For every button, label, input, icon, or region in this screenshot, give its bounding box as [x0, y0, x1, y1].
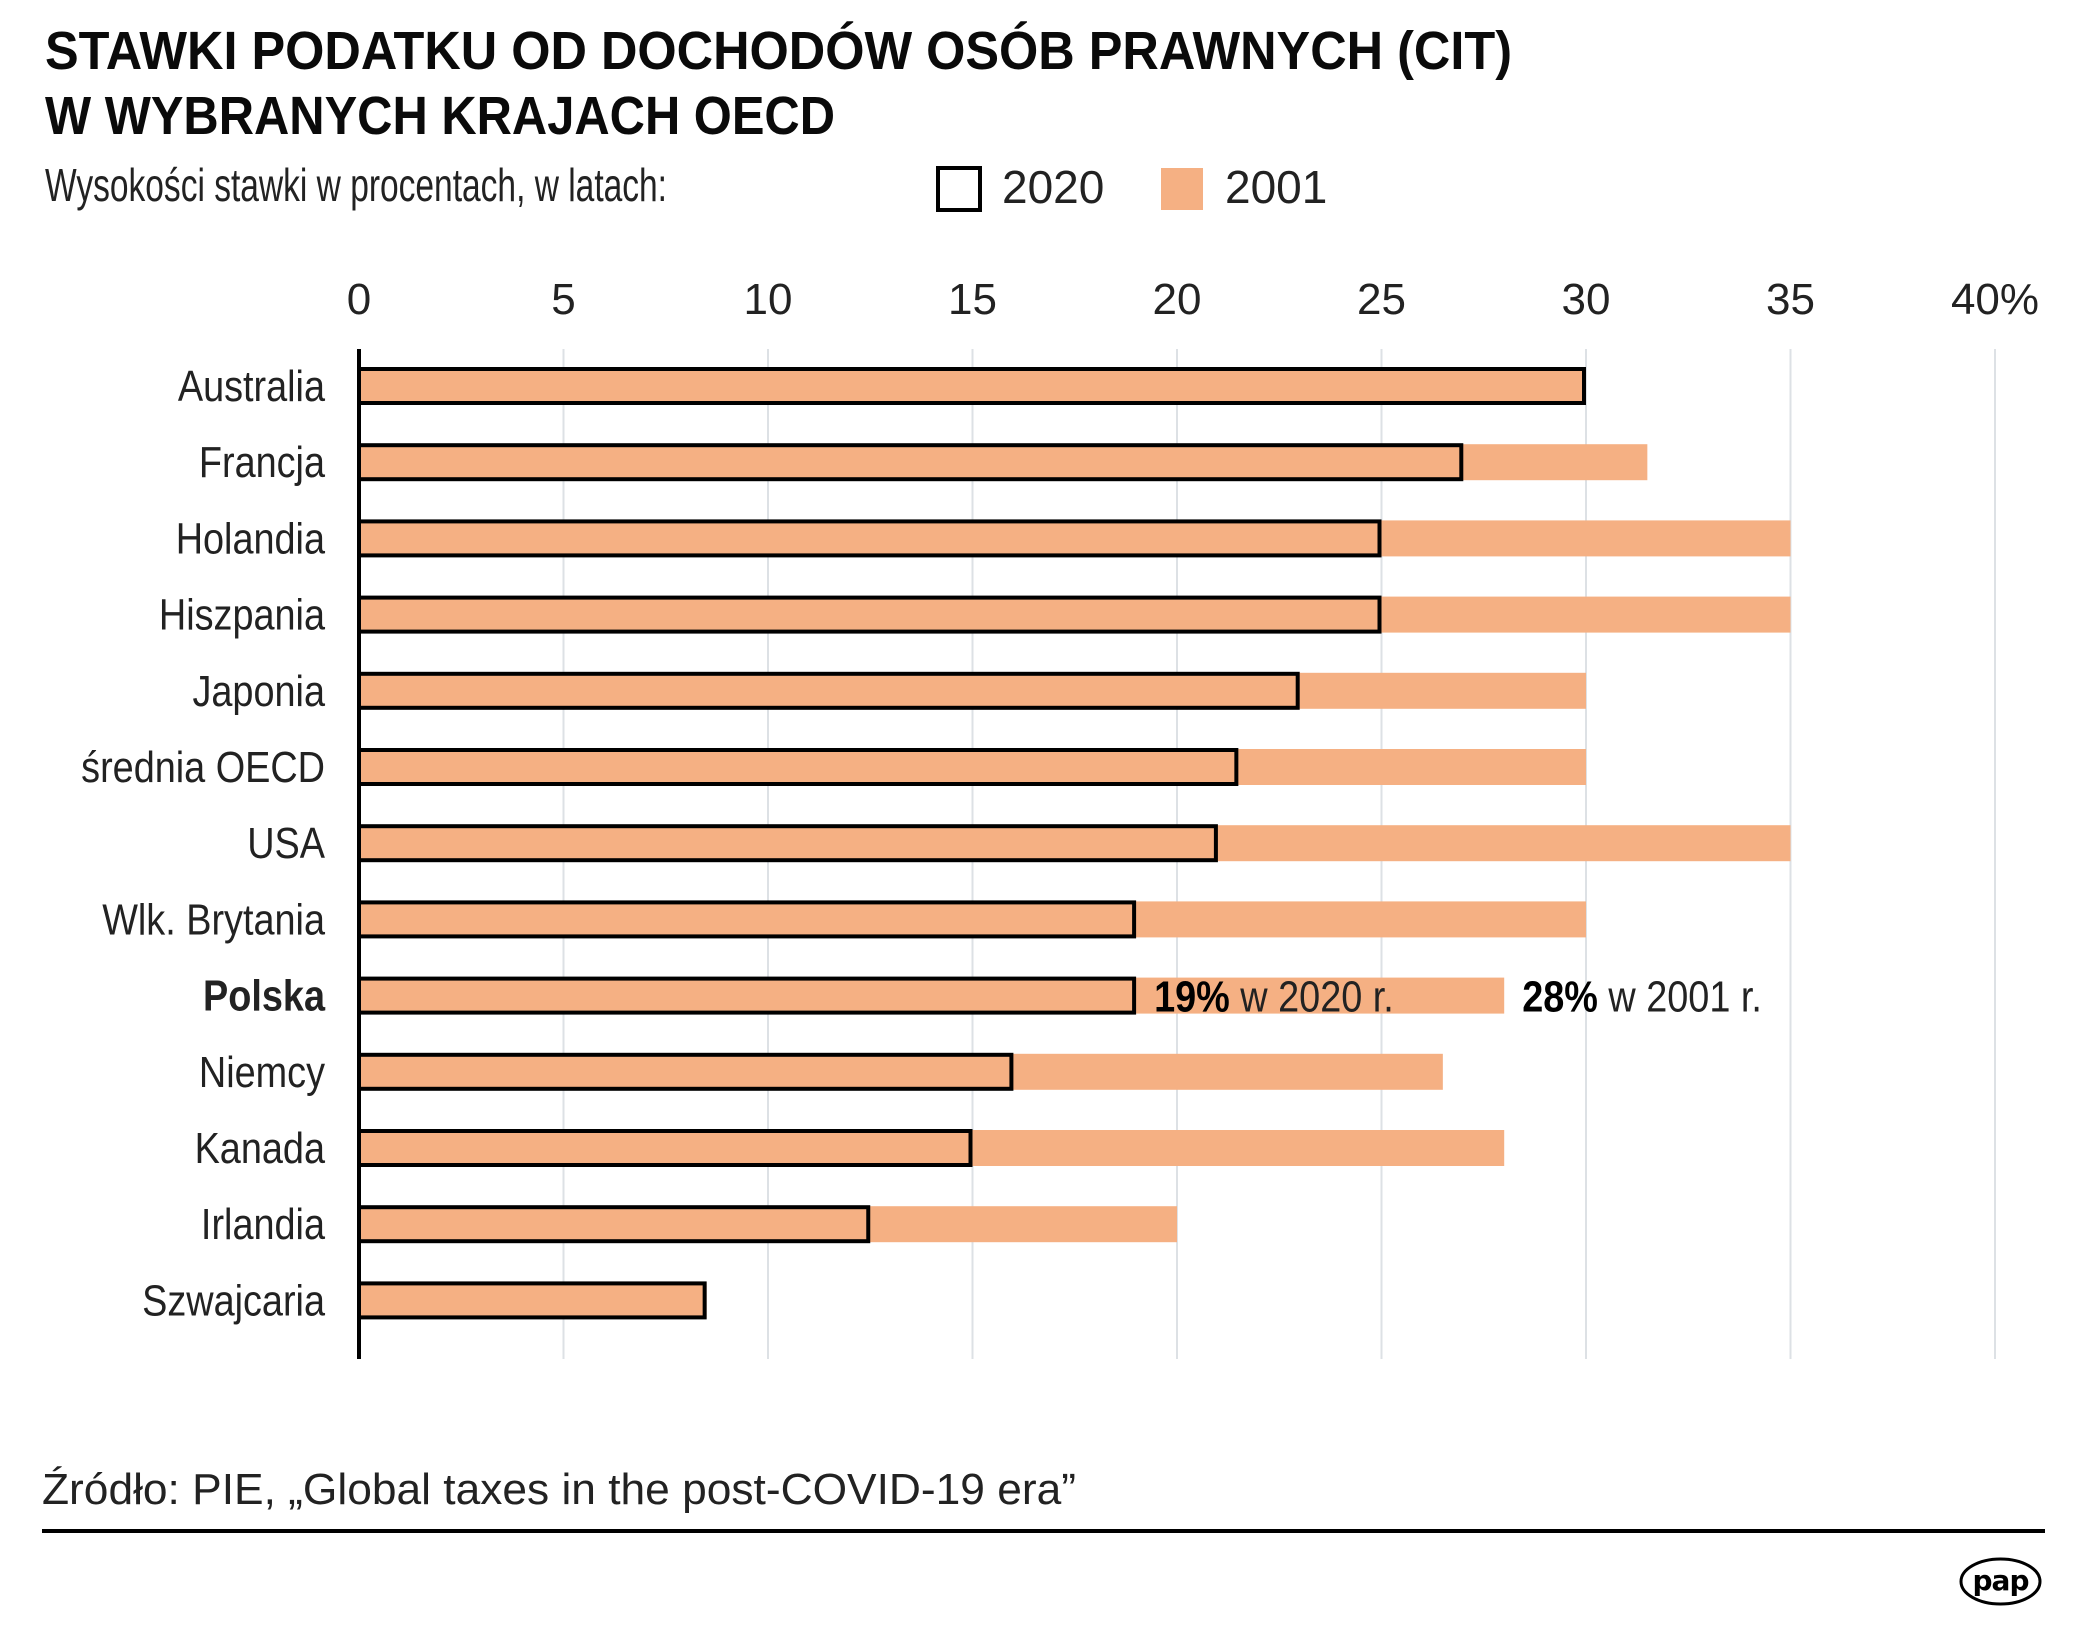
footer-rule	[42, 1529, 2045, 1533]
x-tick-label: 5	[551, 275, 575, 324]
x-tick-labels: 0 5 10 15 20 25 30 35 40%	[347, 275, 2039, 324]
bar-2020	[357, 976, 1137, 1015]
bar-2020	[357, 443, 1464, 482]
bar-2020	[357, 1281, 707, 1320]
bar-2020	[357, 1052, 1014, 1091]
x-tick-label: 20	[1153, 275, 1202, 324]
svg-text:pap: pap	[1973, 1564, 2029, 1597]
bar-2020	[357, 1205, 871, 1244]
category-label: średnia OECD	[81, 742, 325, 791]
bar-2020	[357, 367, 1586, 405]
category-label: Irlandia	[201, 1200, 325, 1249]
bar-2020	[357, 748, 1239, 786]
legend-swatch-2020	[936, 166, 982, 212]
category-labels: Australia Francja Holandia Hiszpania Japonia…	[81, 361, 326, 1325]
category-label: USA	[247, 819, 325, 868]
category-label: Polska	[203, 971, 326, 1020]
annotations: 19% w 2020 r. 28% w 2001 r.	[1154, 972, 1762, 1021]
category-label: Holandia	[176, 514, 325, 563]
category-label: Francja	[199, 438, 325, 487]
bar-2020	[357, 519, 1382, 558]
annotation-text: w 2001 r.	[1598, 972, 1762, 1021]
annotation-text: w 2020 r.	[1230, 972, 1394, 1021]
x-tick-label: 35	[1766, 275, 1815, 324]
bar-2020	[357, 1129, 973, 1167]
legend-label-2020: 2020	[1002, 161, 1105, 213]
category-label: Japonia	[193, 666, 326, 715]
bar-2020	[357, 595, 1382, 634]
bar-2020	[357, 900, 1137, 939]
category-label: Niemcy	[199, 1047, 326, 1096]
source-note: Źródło: PIE, „Global taxes in the post-C…	[42, 1465, 1076, 1514]
chart-subtitle: Wysokości stawki w procentach, w latach:	[45, 159, 667, 211]
legend-swatch-2001	[1161, 168, 1203, 210]
x-tick-label: 15	[948, 275, 997, 324]
bars	[357, 367, 1791, 1320]
x-tick-label: 10	[744, 275, 793, 324]
annotation-value: 19%	[1154, 972, 1230, 1021]
category-label: Australia	[178, 361, 325, 410]
category-label: Szwajcaria	[142, 1276, 325, 1325]
bar-2020	[357, 824, 1218, 863]
x-tick-label: 0	[347, 275, 371, 324]
annotation-2001: 28% w 2001 r.	[1522, 972, 1762, 1021]
legend-label-2001: 2001	[1225, 161, 1328, 213]
bar-2020	[357, 671, 1300, 710]
category-label: Wlk. Brytania	[102, 895, 325, 944]
pap-logo: pap	[1959, 1557, 2042, 1606]
x-tick-label: 30	[1562, 275, 1611, 324]
annotation-value: 28%	[1522, 972, 1598, 1021]
category-label: Hiszpania	[159, 590, 325, 639]
chart-title-line-1: STAWKI PODATKU OD DOCHODÓW OSÓB PRAWNYCH…	[45, 21, 1512, 81]
x-tick-label: 40%	[1951, 275, 2039, 324]
x-tick-label: 25	[1357, 275, 1406, 324]
category-label: Kanada	[195, 1123, 326, 1172]
chart-title-line-2: W WYBRANYCH KRAJACH OECD	[45, 86, 835, 146]
annotation-2020: 19% w 2020 r.	[1154, 972, 1394, 1021]
